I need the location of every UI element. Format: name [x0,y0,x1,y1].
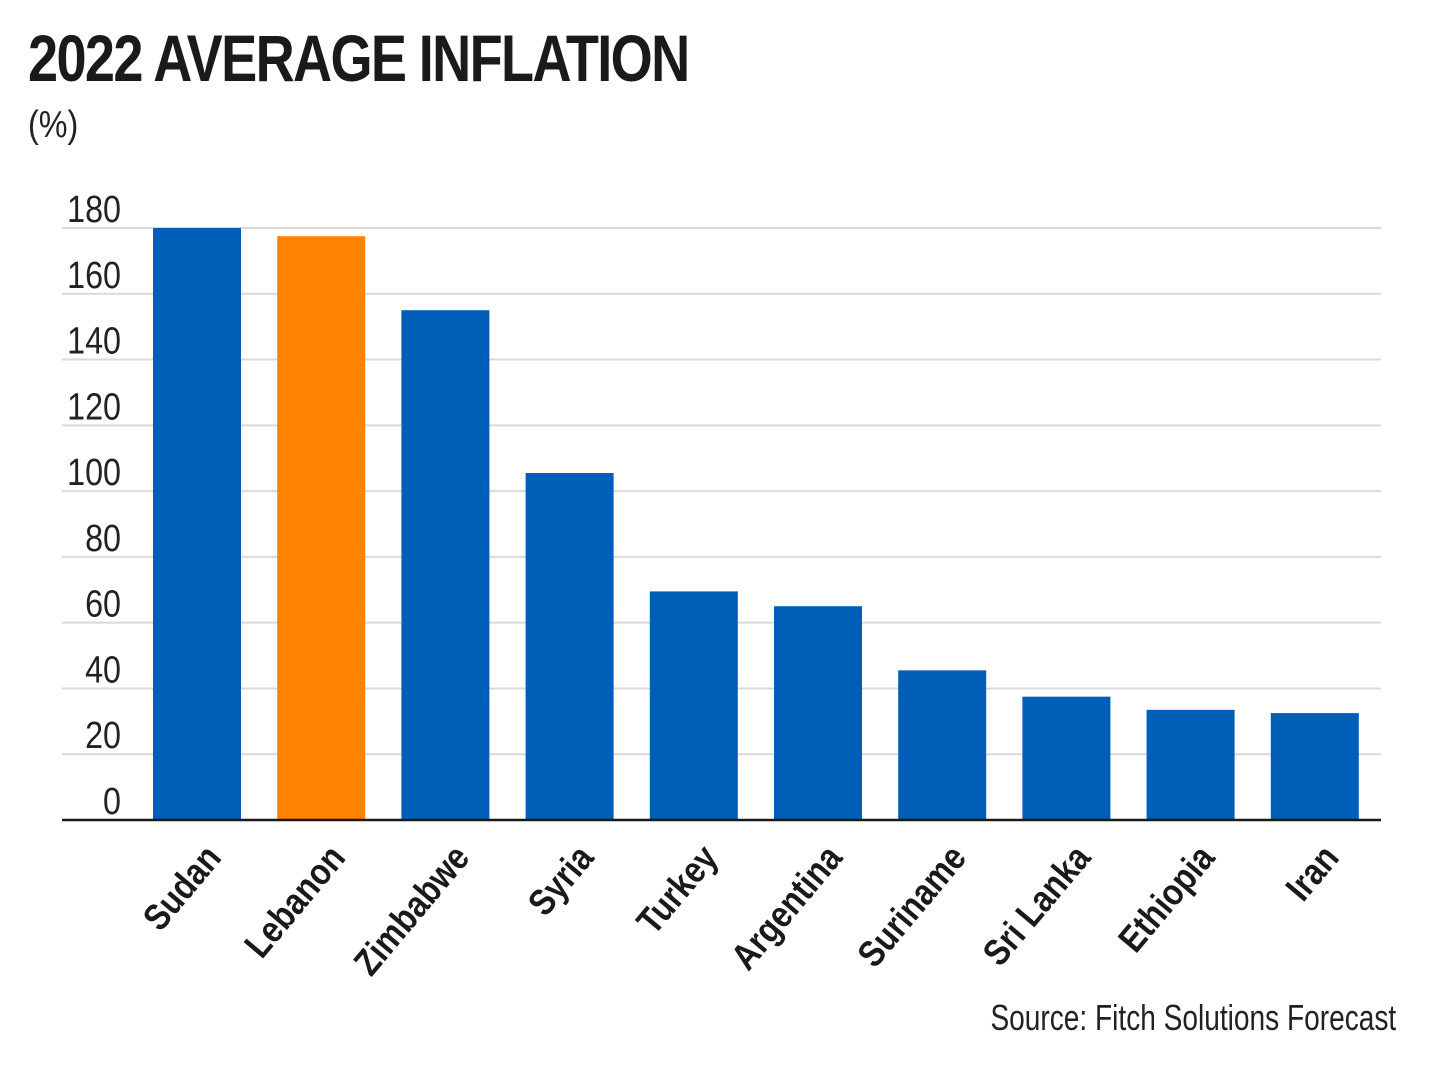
bar-ethiopia [1146,709,1235,820]
y-tick-label: 120 [67,386,121,428]
x-category-label: Zimbabwe [346,838,477,983]
bar-suriname [898,670,987,820]
x-category-label: Suriname [850,838,974,975]
y-tick-label: 160 [67,254,121,296]
bar-lebanon [277,236,366,820]
y-tick-label: 180 [67,189,121,231]
x-category-label: Syria [521,837,603,923]
y-tick-label: 40 [85,649,121,691]
x-category-label: Lebanon [237,838,353,966]
chart-subtitle: (%) [28,104,79,146]
x-category-label: Sudan [136,838,230,939]
y-tick-label: 140 [67,320,121,362]
y-tick-label: 0 [103,781,121,823]
x-category-label: Iran [1278,838,1347,909]
x-category-label: Argentina [724,837,851,978]
bar-sri-lanka [1022,696,1111,820]
x-category-label: Ethiopia [1111,837,1223,960]
y-tick-label: 20 [85,715,121,757]
bar-argentina [774,606,862,820]
bars [153,228,1359,820]
bar-iran [1270,713,1359,820]
y-tick-label: 80 [85,517,121,559]
bar-syria [525,473,614,820]
chart-title: 2022 AVERAGE INFLATION [28,21,690,95]
y-tick-label: 60 [85,583,121,625]
x-category-label: Turkey [629,838,726,942]
source-note: Source: Fitch Solutions Forecast [990,997,1396,1038]
bar-zimbabwe [401,310,490,820]
bar-turkey [649,591,738,820]
x-category-label: Sri Lanka [975,837,1099,973]
y-tick-label: 100 [67,452,121,494]
y-axis-tick-labels: 0 20 40 60 80 100 120 140 160 180 [67,189,121,823]
bar-sudan [153,228,241,820]
